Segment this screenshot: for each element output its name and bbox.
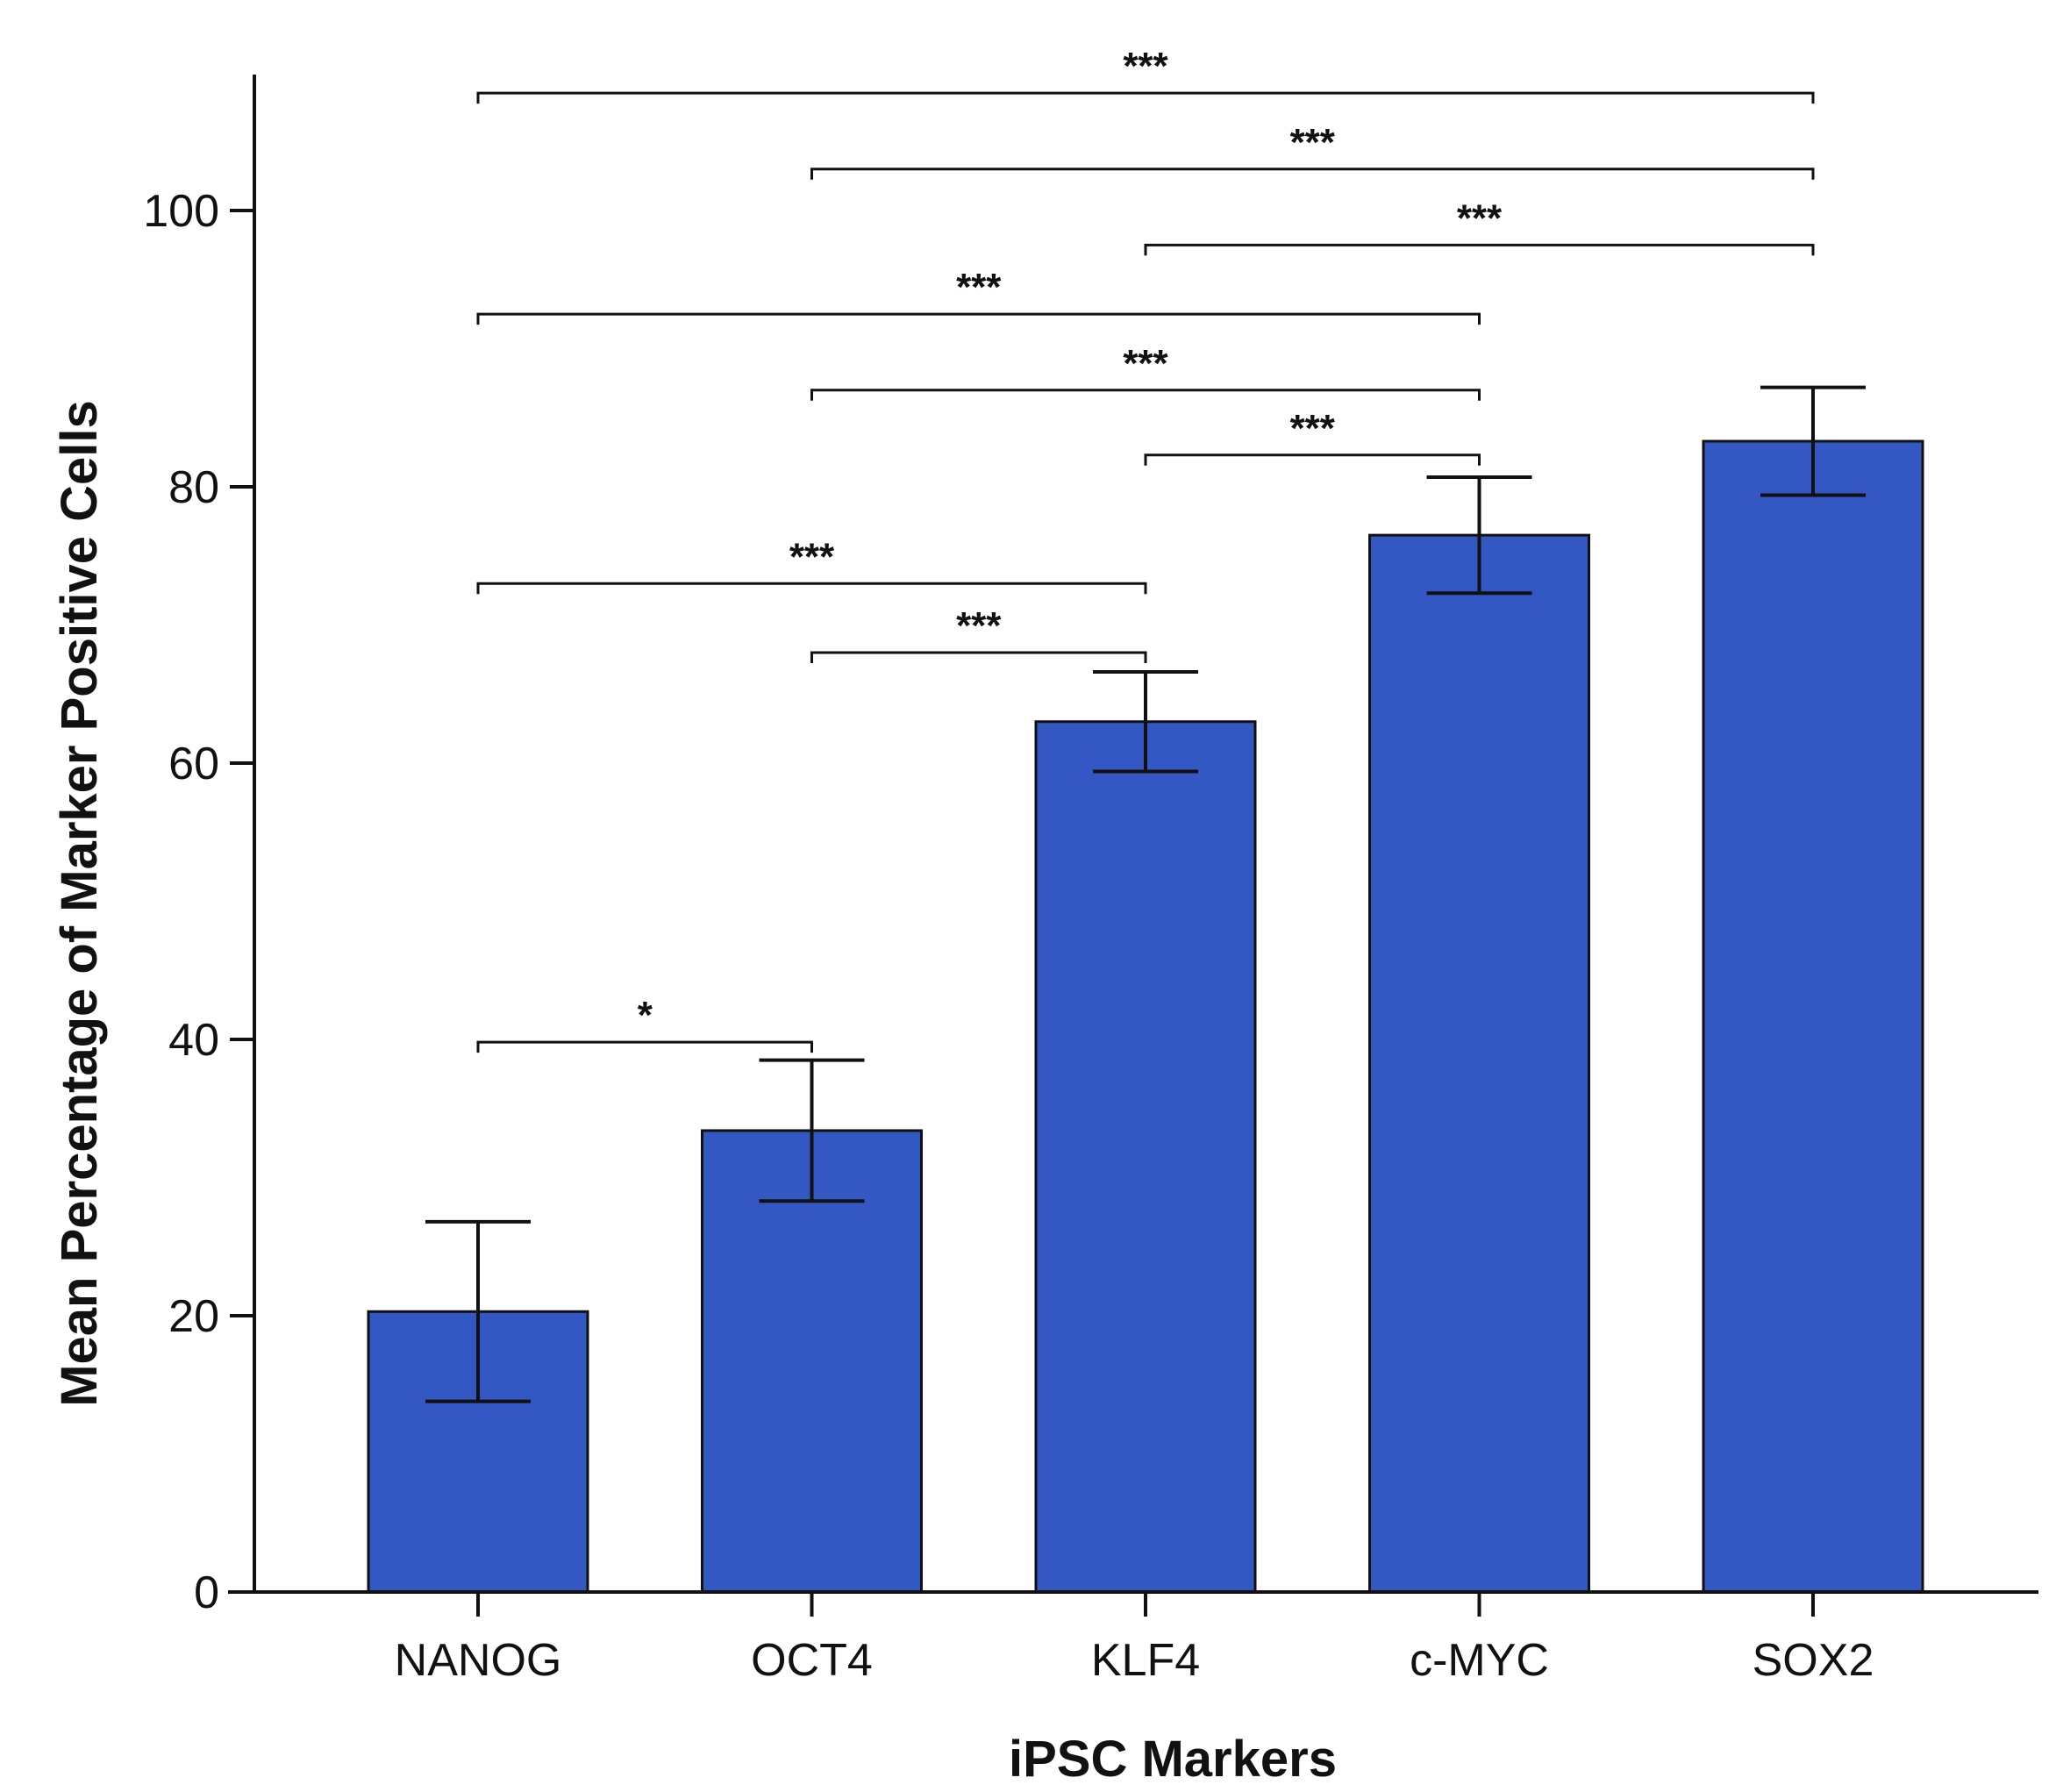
significance-layer: ************************* bbox=[476, 45, 1815, 1053]
bracket-line bbox=[476, 312, 1481, 325]
error-bar-oct4 bbox=[759, 1058, 865, 1203]
significance-label: *** bbox=[956, 604, 1002, 647]
y-tick-label: 80 bbox=[168, 462, 219, 513]
x-tick-label: KLF4 bbox=[1091, 1635, 1200, 1686]
significance-bracket-oct4-klf4: *** bbox=[810, 604, 1147, 663]
significance-bracket-klf4-c-myc: *** bbox=[1144, 407, 1481, 466]
significance-label: *** bbox=[1457, 196, 1503, 239]
bracket-line bbox=[476, 1040, 813, 1053]
x-tick-label: OCT4 bbox=[751, 1635, 873, 1686]
bracket-line bbox=[1144, 453, 1481, 466]
significance-bracket-nanog-c-myc: *** bbox=[476, 266, 1481, 325]
y-axis-title: Mean Percentage of Marker Positive Cells bbox=[51, 400, 108, 1407]
significance-bracket-klf4-sox2: *** bbox=[1144, 196, 1815, 256]
significance-bracket-nanog-oct4: * bbox=[476, 994, 813, 1053]
y-tick-label: 60 bbox=[168, 739, 219, 789]
significance-bracket-oct4-sox2: *** bbox=[810, 121, 1815, 180]
significance-bracket-nanog-sox2: *** bbox=[476, 45, 1815, 104]
significance-label: *** bbox=[956, 266, 1002, 309]
bar-klf4 bbox=[1034, 720, 1257, 1594]
bar-c-myc bbox=[1368, 533, 1590, 1594]
bracket-line bbox=[810, 168, 1815, 180]
y-tick-label: 40 bbox=[168, 1015, 219, 1066]
axes-layer bbox=[228, 75, 2038, 1594]
significance-label: *** bbox=[1123, 342, 1168, 385]
significance-label: *** bbox=[1290, 407, 1336, 450]
y-tick-label: 100 bbox=[143, 186, 219, 237]
error-bar-sox2 bbox=[1760, 385, 1866, 497]
significance-label: *** bbox=[789, 535, 835, 578]
significance-label: *** bbox=[1290, 121, 1336, 164]
bar-oct4 bbox=[701, 1129, 923, 1594]
significance-bracket-oct4-c-myc: *** bbox=[810, 342, 1481, 401]
error-bar-klf4 bbox=[1093, 670, 1198, 774]
bracket-line bbox=[476, 582, 1147, 595]
bracket-line bbox=[810, 389, 1481, 401]
bracket-line bbox=[810, 651, 1147, 663]
significance-label: *** bbox=[1123, 45, 1168, 88]
bar-sox2 bbox=[1702, 439, 1924, 1594]
significance-label: * bbox=[638, 994, 653, 1037]
bars-layer bbox=[367, 439, 1924, 1594]
x-axis-title: iPSC Markers bbox=[1009, 1731, 1337, 1788]
error-bar-nanog bbox=[425, 1219, 531, 1403]
y-tick-label: 0 bbox=[194, 1567, 219, 1618]
error-bar-c-myc bbox=[1426, 475, 1532, 596]
y-tick-label: 20 bbox=[168, 1291, 219, 1342]
y-ticks: 0 20 40 60 80 100 bbox=[143, 186, 254, 1618]
significance-bracket-nanog-klf4: *** bbox=[476, 535, 1147, 595]
x-tick-label: SOX2 bbox=[1753, 1635, 1874, 1686]
x-tick-label: c-MYC bbox=[1410, 1635, 1549, 1686]
error-bars-layer bbox=[425, 385, 1866, 1403]
x-ticks: NANOG OCT4 KLF4 c-MYC SOX2 bbox=[395, 1592, 1874, 1686]
x-tick-label: NANOG bbox=[395, 1635, 562, 1686]
bracket-line bbox=[1144, 243, 1815, 256]
bracket-line bbox=[476, 91, 1815, 104]
